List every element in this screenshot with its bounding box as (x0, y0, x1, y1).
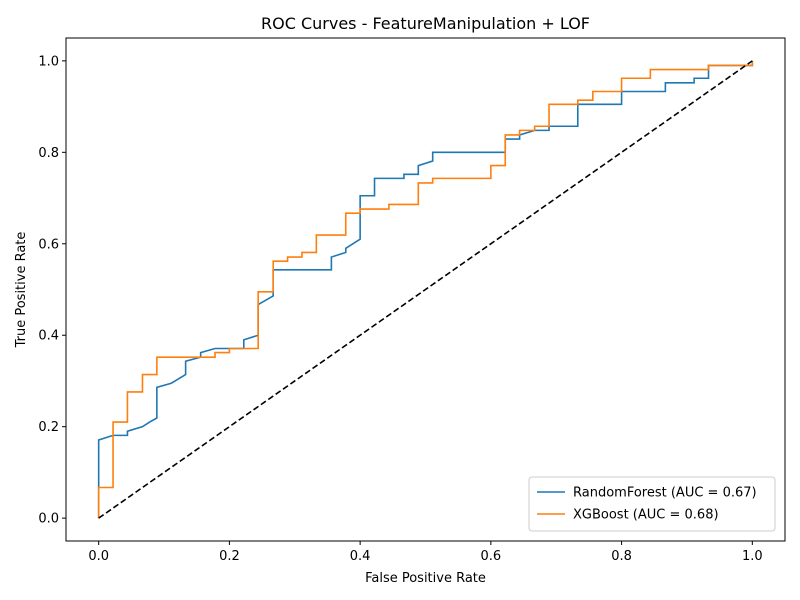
legend-entry-label: RandomForest (AUC = 0.67) (573, 486, 757, 501)
y-tick-label: 0.2 (38, 420, 59, 435)
y-tick-label: 0.0 (38, 512, 59, 527)
legend: RandomForest (AUC = 0.67) XGBoost (AUC = … (528, 476, 776, 532)
y-tick-label: 0.4 (38, 329, 59, 344)
series-line-0 (97, 60, 754, 519)
x-axis-label: False Positive Rate (365, 571, 486, 586)
axes-frame (65, 37, 786, 542)
chance-diagonal-line (98, 60, 753, 519)
legend-entry-label: XGBoost (AUC = 0.68) (573, 508, 719, 523)
legend-box (528, 476, 776, 532)
series-line-1 (97, 60, 754, 519)
axis-ticks: 0.0 0.2 0.4 0.6 0.8 1.0 0.0 0.2 0.4 0.6 0.8 1.0 (38, 54, 762, 564)
y-tick-label: 0.6 (38, 237, 59, 252)
x-tick-label: 1.0 (742, 549, 763, 564)
x-tick-label: 0.4 (350, 549, 371, 564)
y-axis-label: True Positive Rate (14, 232, 29, 349)
x-tick-label: 0.8 (611, 549, 632, 564)
plot-area (97, 60, 754, 519)
x-tick-label: 0.0 (88, 549, 109, 564)
y-tick-label: 0.8 (38, 146, 59, 161)
x-tick-label: 0.2 (219, 549, 240, 564)
y-tick-label: 1.0 (38, 54, 59, 69)
x-tick-label: 0.6 (481, 549, 502, 564)
chart-title: ROC Curves - FeatureManipulation + LOF (261, 14, 590, 33)
